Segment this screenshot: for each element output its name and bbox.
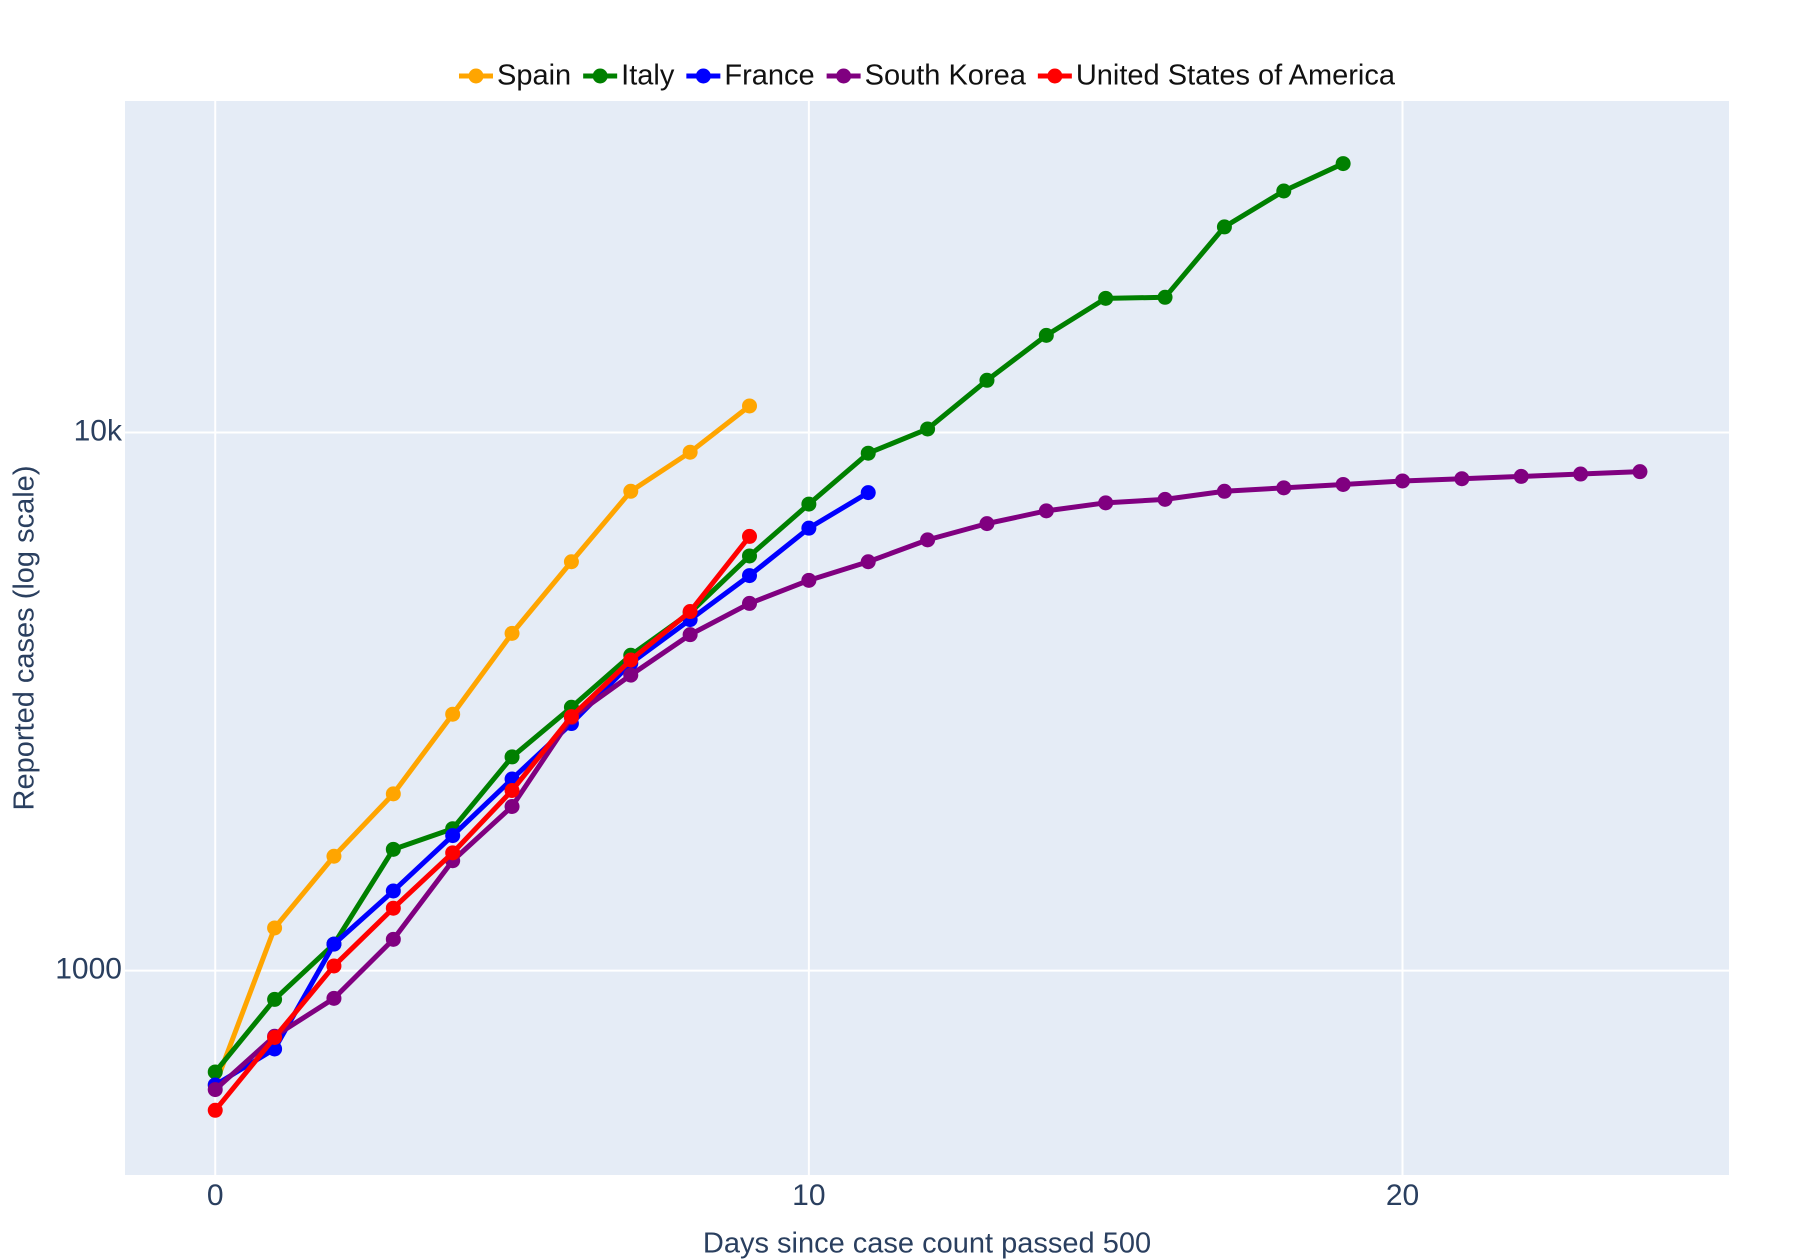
data-point <box>1573 466 1589 482</box>
legend-label: Italy <box>621 60 675 92</box>
data-point <box>445 845 461 861</box>
data-point <box>385 786 401 802</box>
data-point <box>385 900 401 916</box>
data-point <box>385 931 401 947</box>
data-point <box>1395 473 1411 489</box>
series-layer <box>207 156 1648 1118</box>
data-point <box>267 920 283 936</box>
x-tick-label: 0 <box>207 1179 224 1212</box>
data-point <box>1098 495 1114 511</box>
data-point <box>267 1030 283 1046</box>
data-point <box>623 652 639 668</box>
data-point <box>1216 483 1232 499</box>
data-point <box>1216 219 1232 235</box>
data-point <box>742 568 758 584</box>
data-point <box>445 828 461 844</box>
data-point <box>860 485 876 501</box>
data-point <box>326 990 342 1006</box>
legend-swatch-marker <box>468 68 484 84</box>
data-point <box>1157 289 1173 305</box>
data-point <box>1038 327 1054 343</box>
data-point <box>742 398 758 414</box>
x-tick-label: 10 <box>792 1179 825 1212</box>
data-point <box>504 798 520 814</box>
data-point <box>920 532 936 548</box>
data-point <box>326 848 342 864</box>
series-line <box>213 161 1345 1074</box>
legend-items: Spain Italy France South Korea United States… <box>458 60 1396 92</box>
data-point <box>326 958 342 974</box>
data-point <box>1098 290 1114 306</box>
data-point <box>682 627 698 643</box>
data-point <box>207 1082 223 1098</box>
legend: Spain Italy France South Korea United States… <box>448 53 1406 101</box>
data-point <box>385 841 401 857</box>
data-point <box>860 554 876 570</box>
legend-label: South Korea <box>865 60 1027 92</box>
data-point <box>207 1064 223 1080</box>
y-axis-title: Reported cases (log scale) <box>9 466 41 811</box>
data-point <box>801 496 817 512</box>
data-point <box>860 445 876 461</box>
data-point <box>504 625 520 641</box>
data-point <box>207 1102 223 1118</box>
data-point <box>1157 491 1173 507</box>
data-point <box>920 421 936 437</box>
data-point <box>1454 471 1470 487</box>
data-point <box>742 548 758 564</box>
data-point <box>1276 183 1292 199</box>
x-tick-label: 20 <box>1386 1179 1419 1212</box>
data-point <box>326 936 342 952</box>
plot-background <box>125 101 1729 1175</box>
y-tick-label: 1000 <box>55 953 122 986</box>
y-tick-label: 10k <box>74 414 123 447</box>
data-point <box>682 604 698 620</box>
legend-swatch-marker <box>592 68 608 84</box>
series-line <box>212 404 752 1086</box>
data-point <box>1632 464 1648 480</box>
legend-label: United States of America <box>1076 60 1396 92</box>
data-point <box>979 516 995 532</box>
data-point <box>445 706 461 722</box>
legend-swatch-marker <box>1047 68 1063 84</box>
data-point <box>1513 468 1529 484</box>
data-point <box>563 709 579 725</box>
data-point <box>1276 480 1292 496</box>
legend-label: Spain <box>497 60 571 92</box>
legend-swatch-marker <box>695 68 711 84</box>
data-point <box>623 667 639 683</box>
series-line <box>213 534 752 1112</box>
x-axis-title: Days since case count passed 500 <box>703 1228 1151 1260</box>
legend-label: France <box>724 60 814 92</box>
legend-swatch-marker <box>836 68 852 84</box>
data-point <box>742 528 758 544</box>
data-point <box>563 554 579 570</box>
data-point <box>1038 503 1054 519</box>
data-point <box>385 883 401 899</box>
data-point <box>801 572 817 588</box>
data-point <box>1335 156 1351 172</box>
data-point <box>1335 476 1351 492</box>
data-point <box>682 444 698 460</box>
data-point <box>267 991 283 1007</box>
data-point <box>623 483 639 499</box>
data-point <box>504 749 520 765</box>
data-point <box>504 782 520 798</box>
data-point <box>801 520 817 536</box>
data-point <box>742 595 758 611</box>
data-point <box>979 372 995 388</box>
